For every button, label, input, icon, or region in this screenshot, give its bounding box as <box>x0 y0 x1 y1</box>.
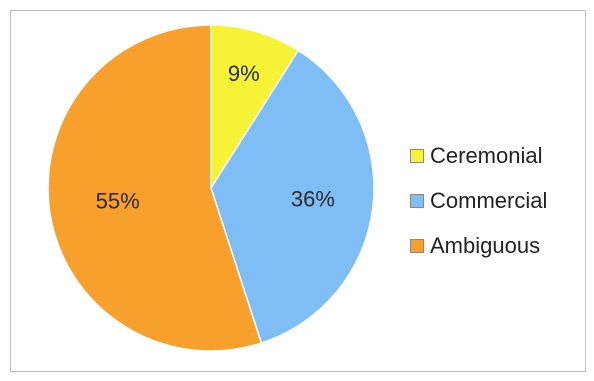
legend-item-commercial: Commercial <box>410 185 547 217</box>
legend-swatch-ceremonial <box>410 149 424 163</box>
slice-label-commercial: 36% <box>291 187 335 212</box>
legend-swatch-commercial <box>410 194 424 208</box>
legend-label-ceremonial: Ceremonial <box>430 143 543 168</box>
legend-item-ambiguous: Ambiguous <box>410 230 547 262</box>
legend-label-ambiguous: Ambiguous <box>430 233 541 258</box>
legend-swatch-ambiguous <box>410 239 424 253</box>
pie-slice-ambiguous <box>47 24 263 352</box>
legend-item-ceremonial: Ceremonial <box>410 140 547 172</box>
legend: Ceremonial Commercial Ambiguous <box>410 140 547 275</box>
slice-label-ambiguous: 55% <box>96 189 140 214</box>
pie-slice-commercial <box>210 49 375 344</box>
legend-label-commercial: Commercial <box>430 188 548 213</box>
slice-label-ceremonial: 9% <box>228 61 260 86</box>
pie-slice-ceremonial <box>210 24 300 191</box>
